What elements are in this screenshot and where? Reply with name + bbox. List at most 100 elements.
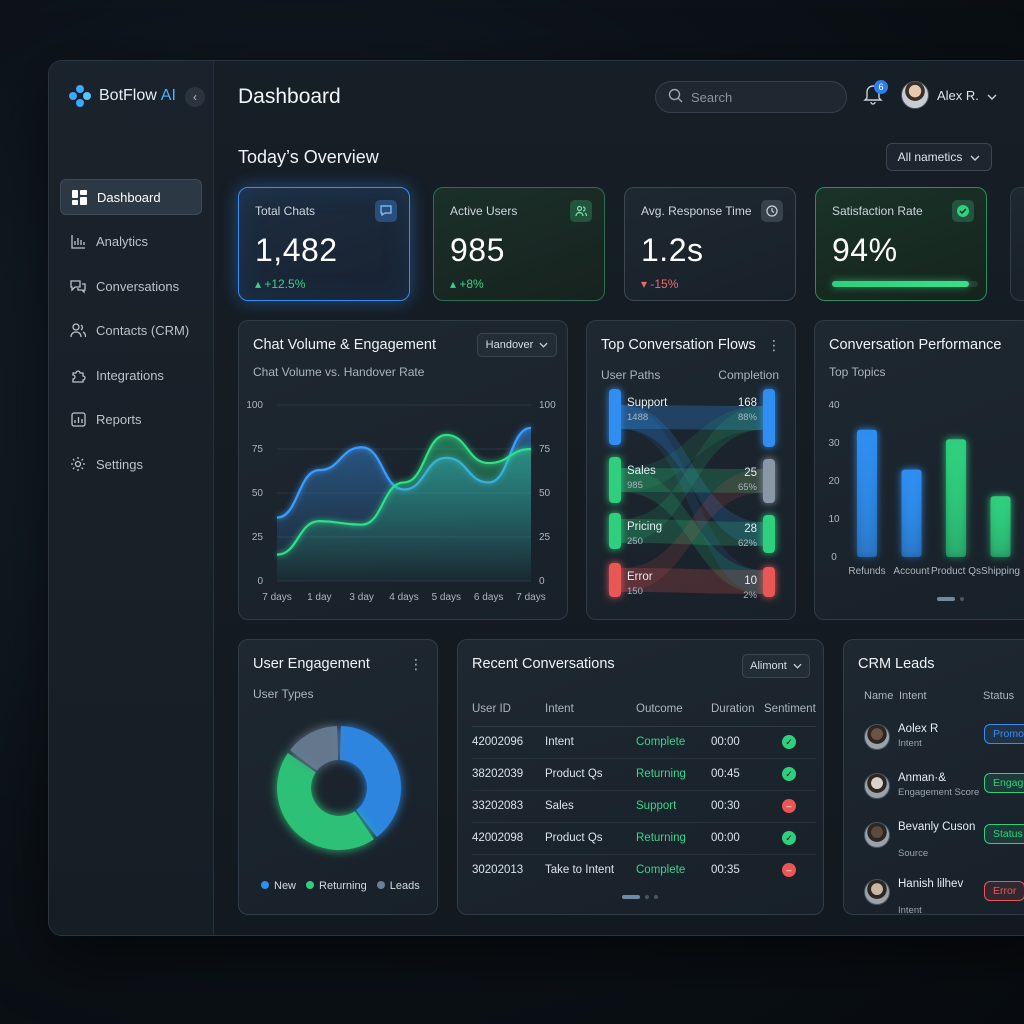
flow-ribbon [621, 406, 763, 543]
collapse-sidebar-button[interactable]: ‹ [185, 87, 205, 107]
flow-node-label: Support [627, 397, 668, 409]
flow-node-left[interactable] [609, 457, 621, 503]
search-placeholder: Search [691, 89, 733, 105]
chat-icon [375, 200, 397, 222]
flow-node-right[interactable] [763, 389, 775, 447]
column-header: Outcome [636, 692, 711, 727]
flow-ribbon [621, 405, 763, 546]
chevron-down-icon [970, 150, 980, 164]
bar[interactable] [946, 439, 966, 557]
clock-icon [761, 200, 783, 222]
page-dot[interactable] [645, 895, 649, 899]
sidebar-item-conversations[interactable]: Conversations [60, 268, 202, 304]
bar[interactable] [857, 429, 877, 557]
kpi-label: Active Users [450, 204, 518, 218]
x-tick-label: 7 days [516, 592, 545, 603]
x-tick-label: Account [893, 566, 929, 577]
page-dot[interactable] [622, 895, 640, 899]
sidebar-item-reports[interactable]: Reports [60, 402, 202, 438]
sidebar-item-analytics[interactable]: Analytics [60, 224, 202, 260]
lead-status-badge[interactable]: Promote [984, 724, 1024, 744]
metrics-filter-dropdown[interactable]: All nametics [886, 143, 992, 171]
kpi-label: Satisfaction Rate [832, 204, 923, 218]
lead-status-badge[interactable]: Error [984, 881, 1024, 901]
donut-slice[interactable] [289, 726, 339, 771]
table-row[interactable]: 33202083 Sales Support 00:30 – [472, 790, 816, 823]
sidebar-item-label: Conversations [96, 278, 180, 294]
kpi-card-avg-response-time[interactable]: Avg. Response Time 1.2s ▾ -15% [624, 187, 796, 301]
y-tick-label: 10 [828, 514, 840, 525]
sidebar-item-dashboard[interactable]: Dashboard [60, 179, 202, 215]
notifications-button[interactable]: 6 [863, 80, 888, 109]
y-tick-label: 0 [831, 552, 837, 563]
donut-slice[interactable] [339, 726, 401, 838]
panel-title: CRM Leads [858, 656, 935, 672]
flow-node-right[interactable] [763, 515, 775, 553]
handover-select[interactable]: Handover [477, 333, 557, 357]
flow-node-right[interactable] [763, 567, 775, 597]
flow-completion-pct: 2% [743, 590, 757, 601]
user-types-donut-chart [277, 726, 401, 850]
kpi-card-satisfaction-rate[interactable]: Satisfaction Rate 94% [815, 187, 987, 301]
sidebar-item-label: Dashboard [97, 189, 161, 205]
pagination-dots[interactable] [937, 597, 964, 601]
more-options-icon[interactable]: ⋮ [409, 656, 423, 672]
recent-filter-select[interactable]: Alimont [742, 654, 810, 678]
x-tick-label: Product Qs [931, 566, 981, 577]
table-row[interactable]: 42002096 Intent Complete 00:00 ✓ [472, 726, 816, 759]
cell-duration: 00:30 [711, 790, 764, 823]
flows-right-header: Completion [718, 368, 779, 382]
kpi-card-active-users[interactable]: Active Users 985 ▴ +8% [433, 187, 605, 301]
series-line [276, 433, 532, 556]
table-row[interactable]: 42002098 Product Qs Returning 00:00 ✓ [472, 822, 816, 855]
flow-node-left[interactable] [609, 563, 621, 597]
sidebar-item-settings[interactable]: Settings [60, 446, 202, 482]
y2-tick-label: 100 [539, 400, 556, 411]
flow-ribbon [621, 568, 763, 594]
crm-lead-row[interactable]: Hanish lilhev Intent Error [864, 871, 1024, 921]
flow-ribbon [621, 405, 763, 430]
column-header: Intent [545, 692, 636, 727]
avatar [864, 724, 890, 750]
brand[interactable]: BotFlow AI [69, 85, 176, 107]
flow-node-right[interactable] [763, 459, 775, 503]
lead-status-badge[interactable]: Engager [984, 773, 1024, 793]
crm-lead-row[interactable]: Aolex R Intent Promote [864, 716, 1024, 766]
sidebar-item-contacts[interactable]: Contacts (CRM) [60, 313, 202, 349]
page-dot[interactable] [937, 597, 955, 601]
recent-conversations-panel: Recent Conversations Alimont User ID Int… [457, 639, 824, 915]
bar[interactable] [901, 469, 922, 557]
flow-node-left[interactable] [609, 389, 621, 445]
table-row[interactable]: 30202013 Take to Intent Complete 00:35 – [472, 854, 816, 886]
donut-slice[interactable] [277, 753, 374, 850]
kpi-delta: ▴ +8% [450, 277, 484, 291]
x-tick-label: Refunds [848, 566, 885, 577]
table-header-row: User ID Intent Outcome Duration Sentimen… [472, 692, 816, 727]
column-header: User ID [472, 692, 545, 727]
search-input[interactable]: Search [655, 81, 847, 113]
crm-lead-row[interactable]: Bevanly Cuson Source Status [864, 814, 1024, 864]
sidebar-item-label: Analytics [96, 234, 149, 249]
select-value: Alimont [750, 660, 787, 672]
flow-node-left[interactable] [609, 513, 621, 549]
x-tick-label: 5 days [432, 592, 461, 603]
panel-subtitle: User Types [253, 687, 314, 701]
sidebar-item-integrations[interactable]: Integrations [60, 357, 202, 393]
table-row[interactable]: 38202039 Product Qs Returning 00:45 ✓ [472, 758, 816, 791]
page-dot[interactable] [654, 895, 658, 899]
cell-outcome: Support [636, 790, 711, 823]
user-menu[interactable]: Alex R. [901, 81, 997, 109]
cell-outcome: Complete [636, 726, 711, 759]
crm-lead-row[interactable]: Anman·& Engagement Score Engager [864, 765, 1024, 815]
flow-node-count: 985 [627, 480, 643, 491]
kpi-card-total-chats[interactable]: Total Chats 1,482 ▴ +12.5% [238, 187, 410, 301]
lead-status-badge[interactable]: Status [984, 824, 1024, 844]
page-dot[interactable] [960, 597, 964, 601]
bar[interactable] [990, 496, 1011, 557]
kpi-delta: ▴ +12.5% [255, 277, 306, 291]
more-options-icon[interactable]: ⋮ [767, 337, 781, 353]
kpi-label: Total Chats [255, 204, 316, 218]
y-tick-label: 50 [252, 488, 264, 499]
chevron-down-icon [793, 660, 802, 672]
pagination-dots[interactable] [622, 895, 658, 899]
